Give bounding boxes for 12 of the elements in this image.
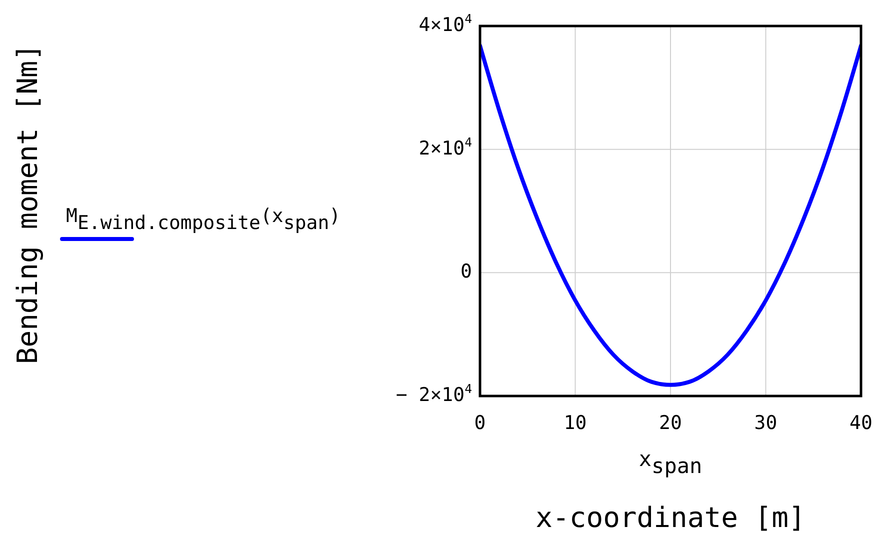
x-tick-label: 0	[474, 412, 486, 434]
text: Bending moment [Nm]	[11, 44, 44, 364]
y-tick-label: 4×10$^{4}$	[418, 12, 472, 36]
y-tick-label: 0	[460, 260, 472, 283]
y-tick-label: 2×10$^{4}$	[418, 135, 472, 160]
x-tick-label: 40	[850, 412, 872, 434]
x-tick-label: 30	[754, 412, 778, 434]
line-series	[480, 44, 861, 387]
x-tick-label: 20	[659, 412, 682, 434]
y-tick-label: − 2×10$^{4}$	[396, 382, 472, 406]
x-axis-title: x-coordinate [m]	[536, 501, 806, 534]
x-tick-label: 10	[564, 412, 587, 434]
